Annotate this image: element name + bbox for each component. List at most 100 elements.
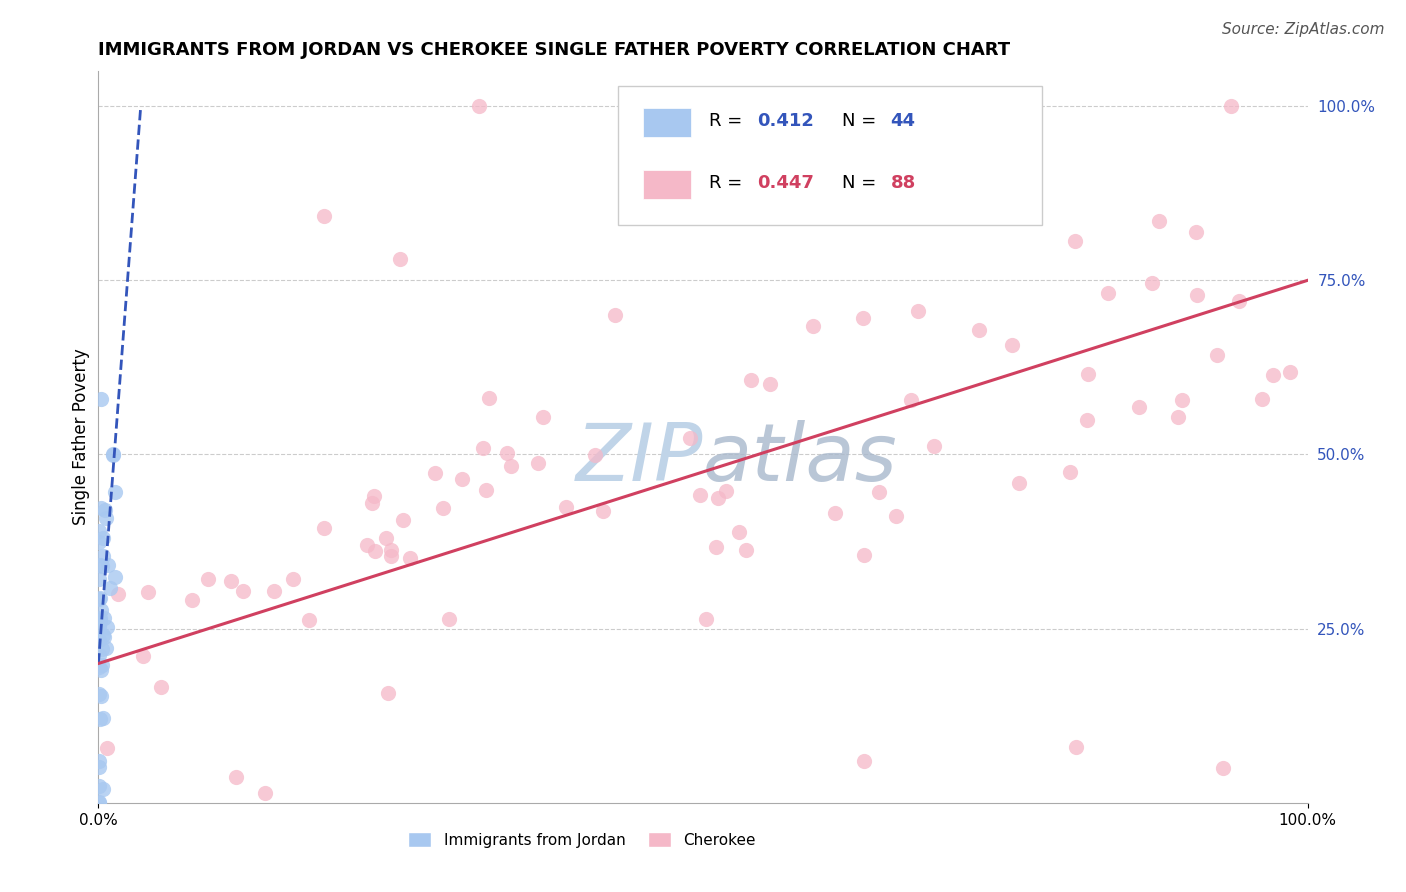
Text: Source: ZipAtlas.com: Source: ZipAtlas.com — [1222, 22, 1385, 37]
Point — [679, 431, 702, 445]
Point — [89, 796, 111, 810]
Point — [1076, 367, 1098, 381]
Point — [478, 391, 501, 405]
Point — [1059, 465, 1081, 479]
Point — [1063, 234, 1085, 248]
Point — [90, 641, 112, 656]
Point — [132, 649, 155, 664]
Point — [361, 496, 384, 510]
Text: 44: 44 — [890, 112, 915, 129]
Point — [89, 535, 111, 549]
Point — [758, 377, 780, 392]
Point — [380, 542, 402, 557]
Point — [298, 613, 321, 627]
Point — [714, 483, 737, 498]
Point — [91, 657, 114, 672]
Point — [89, 611, 111, 625]
Point — [96, 620, 118, 634]
Point — [197, 572, 219, 586]
Point — [801, 319, 824, 334]
Point — [1185, 287, 1208, 301]
Point — [900, 393, 922, 408]
Point — [312, 521, 335, 535]
Text: R =: R = — [709, 174, 748, 192]
Bar — [643, 108, 690, 137]
Text: 88: 88 — [890, 174, 915, 192]
Point — [90, 603, 112, 617]
Point — [527, 456, 550, 470]
Y-axis label: Single Father Poverty: Single Father Poverty — [72, 349, 90, 525]
Point — [87, 796, 110, 810]
Point — [94, 503, 117, 517]
Point — [1064, 740, 1087, 755]
Point — [1149, 214, 1171, 228]
Point — [1140, 277, 1163, 291]
Point — [87, 755, 110, 769]
Text: ZIP: ZIP — [575, 420, 703, 498]
Point — [107, 586, 129, 600]
Point — [253, 786, 276, 800]
Point — [149, 681, 172, 695]
Point — [425, 466, 447, 480]
Point — [704, 541, 727, 555]
Point — [91, 782, 114, 797]
Point — [221, 574, 243, 588]
Text: N =: N = — [842, 112, 882, 129]
Point — [377, 686, 399, 700]
Point — [101, 448, 124, 462]
Point — [1167, 409, 1189, 424]
Point — [263, 584, 285, 599]
Point — [1263, 368, 1285, 382]
Point — [89, 591, 111, 605]
Point — [853, 548, 876, 562]
Text: atlas: atlas — [703, 420, 898, 498]
Point — [89, 558, 111, 573]
Point — [1251, 392, 1274, 406]
Point — [853, 754, 876, 768]
Bar — [643, 170, 690, 200]
Point — [471, 441, 494, 455]
Point — [89, 687, 111, 701]
Point — [437, 612, 460, 626]
Point — [886, 508, 908, 523]
Text: 0.412: 0.412 — [758, 112, 814, 129]
Point — [96, 641, 118, 656]
Point — [603, 308, 626, 322]
Point — [89, 619, 111, 633]
Point — [312, 209, 335, 223]
Point — [232, 583, 254, 598]
Point — [98, 581, 121, 595]
Point — [740, 373, 762, 387]
Point — [180, 593, 202, 607]
Point — [89, 572, 111, 586]
Point — [380, 549, 402, 563]
Point — [388, 252, 411, 267]
Point — [87, 648, 110, 662]
Point — [89, 614, 111, 628]
Point — [90, 501, 112, 516]
Point — [938, 121, 960, 136]
Point — [706, 491, 728, 505]
Point — [96, 740, 118, 755]
Point — [1227, 293, 1250, 308]
Point — [1220, 99, 1243, 113]
Point — [1205, 348, 1227, 362]
Point — [87, 524, 110, 538]
Point — [93, 630, 115, 644]
Legend: Immigrants from Jordan, Cherokee: Immigrants from Jordan, Cherokee — [402, 825, 762, 854]
Point — [91, 628, 114, 642]
Point — [432, 501, 454, 516]
Point — [364, 544, 387, 558]
Point — [392, 513, 415, 527]
Point — [1001, 338, 1024, 352]
Point — [91, 711, 114, 725]
Point — [583, 448, 606, 462]
Point — [907, 303, 929, 318]
Point — [1171, 393, 1194, 408]
Point — [101, 448, 124, 462]
Point — [87, 779, 110, 793]
Point — [104, 485, 127, 500]
Point — [475, 483, 498, 498]
Point — [592, 504, 614, 518]
Point — [90, 663, 112, 677]
